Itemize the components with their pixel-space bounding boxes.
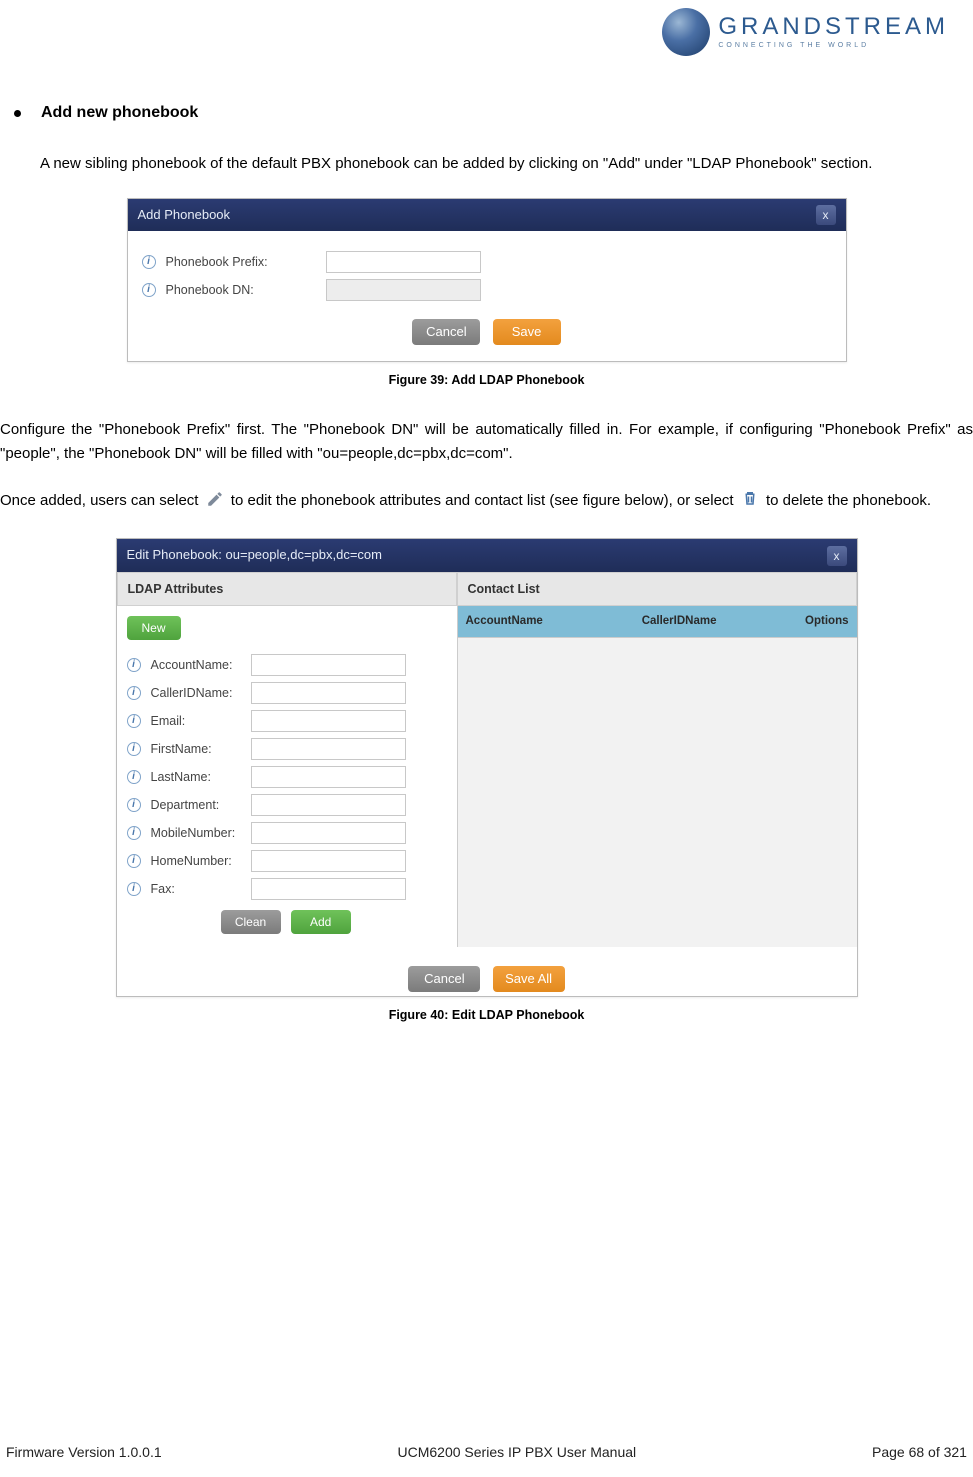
info-icon[interactable]: i <box>127 770 141 784</box>
label-calleridname: CallerIDName: <box>151 683 251 703</box>
icon-paragraph: Once added, users can select to edit the… <box>0 488 973 516</box>
add-phonebook-dialog: Add Phonebook x i Phonebook Prefix: i Ph… <box>127 198 847 363</box>
close-icon[interactable]: x <box>816 205 836 225</box>
input-mobilenumber[interactable] <box>251 822 406 844</box>
figure-39-caption: Figure 39: Add LDAP Phonebook <box>0 370 973 390</box>
tab-contact-list[interactable]: Contact List <box>457 572 857 606</box>
input-phonebook-dn <box>326 279 481 301</box>
contact-list-body <box>457 637 857 947</box>
intro-paragraph: A new sibling phonebook of the default P… <box>40 152 973 176</box>
save-button[interactable]: Save <box>493 319 561 345</box>
label-phonebook-prefix: Phonebook Prefix: <box>166 252 326 272</box>
input-accountname[interactable] <box>251 654 406 676</box>
label-phonebook-dn: Phonebook DN: <box>166 280 326 300</box>
edit-phonebook-dialog: Edit Phonebook: ou=people,dc=pbx,dc=com … <box>116 538 858 997</box>
footer-firmware: Firmware Version 1.0.0.1 <box>6 1441 162 1463</box>
close-icon[interactable]: x <box>827 546 847 566</box>
delete-trash-icon <box>741 488 759 516</box>
dialog-title-text: Add Phonebook <box>138 205 231 226</box>
clean-button[interactable]: Clean <box>221 910 281 934</box>
tab-ldap-attributes[interactable]: LDAP Attributes <box>117 572 457 606</box>
icon-para-text-c: to delete the phonebook. <box>766 492 931 509</box>
footer-title: UCM6200 Series IP PBX User Manual <box>398 1441 637 1463</box>
info-icon[interactable]: i <box>127 742 141 756</box>
cancel-button[interactable]: Cancel <box>412 319 480 345</box>
page-footer: Firmware Version 1.0.0.1 UCM6200 Series … <box>0 1441 973 1463</box>
label-accountname: AccountName: <box>151 655 251 675</box>
input-lastname[interactable] <box>251 766 406 788</box>
label-fax: Fax: <box>151 879 251 899</box>
info-icon[interactable]: i <box>142 255 156 269</box>
info-icon[interactable]: i <box>142 283 156 297</box>
info-icon[interactable]: i <box>127 854 141 868</box>
dialog-title-text: Edit Phonebook: ou=people,dc=pbx,dc=com <box>127 545 383 566</box>
icon-para-text-b: to edit the phonebook attributes and con… <box>231 492 734 509</box>
dialog-titlebar: Add Phonebook x <box>128 199 846 232</box>
label-lastname: LastName: <box>151 767 251 787</box>
figure-40-caption: Figure 40: Edit LDAP Phonebook <box>0 1005 973 1025</box>
contact-list-header: AccountName CallerIDName Options <box>457 606 857 636</box>
input-calleridname[interactable] <box>251 682 406 704</box>
add-button[interactable]: Add <box>291 910 351 934</box>
form-row-dn: i Phonebook DN: <box>142 279 832 301</box>
label-mobilenumber: MobileNumber: <box>151 823 251 843</box>
col-accountname: AccountName <box>466 612 642 630</box>
form-row-prefix: i Phonebook Prefix: <box>142 251 832 273</box>
edit-pencil-icon <box>206 490 224 516</box>
configure-paragraph: Configure the "Phonebook Prefix" first. … <box>0 418 973 466</box>
label-department: Department: <box>151 795 251 815</box>
col-options: Options <box>789 612 849 630</box>
input-department[interactable] <box>251 794 406 816</box>
globe-icon <box>662 8 710 56</box>
brand-tagline: CONNECTING THE WORLD <box>718 42 949 49</box>
info-icon[interactable]: i <box>127 798 141 812</box>
col-calleridname: CallerIDName <box>642 612 789 630</box>
new-button[interactable]: New <box>127 616 181 640</box>
icon-para-text-a: Once added, users can select <box>0 492 198 509</box>
label-firstname: FirstName: <box>151 739 251 759</box>
save-all-button[interactable]: Save All <box>493 966 565 992</box>
brand-name: GRANDSTREAM <box>718 15 949 39</box>
input-phonebook-prefix[interactable] <box>326 251 481 273</box>
input-fax[interactable] <box>251 878 406 900</box>
dialog-titlebar: Edit Phonebook: ou=people,dc=pbx,dc=com … <box>117 539 857 572</box>
label-email: Email: <box>151 711 251 731</box>
info-icon[interactable]: i <box>127 714 141 728</box>
info-icon[interactable]: i <box>127 882 141 896</box>
input-email[interactable] <box>251 710 406 732</box>
section-title: Add new phonebook <box>41 100 198 126</box>
label-homenumber: HomeNumber: <box>151 851 251 871</box>
bullet-icon <box>14 110 21 117</box>
info-icon[interactable]: i <box>127 826 141 840</box>
footer-page: Page 68 of 321 <box>872 1441 967 1463</box>
info-icon[interactable]: i <box>127 658 141 672</box>
input-firstname[interactable] <box>251 738 406 760</box>
cancel-button[interactable]: Cancel <box>408 966 480 992</box>
input-homenumber[interactable] <box>251 850 406 872</box>
brand-logo: GRANDSTREAM CONNECTING THE WORLD <box>662 8 949 56</box>
info-icon[interactable]: i <box>127 686 141 700</box>
